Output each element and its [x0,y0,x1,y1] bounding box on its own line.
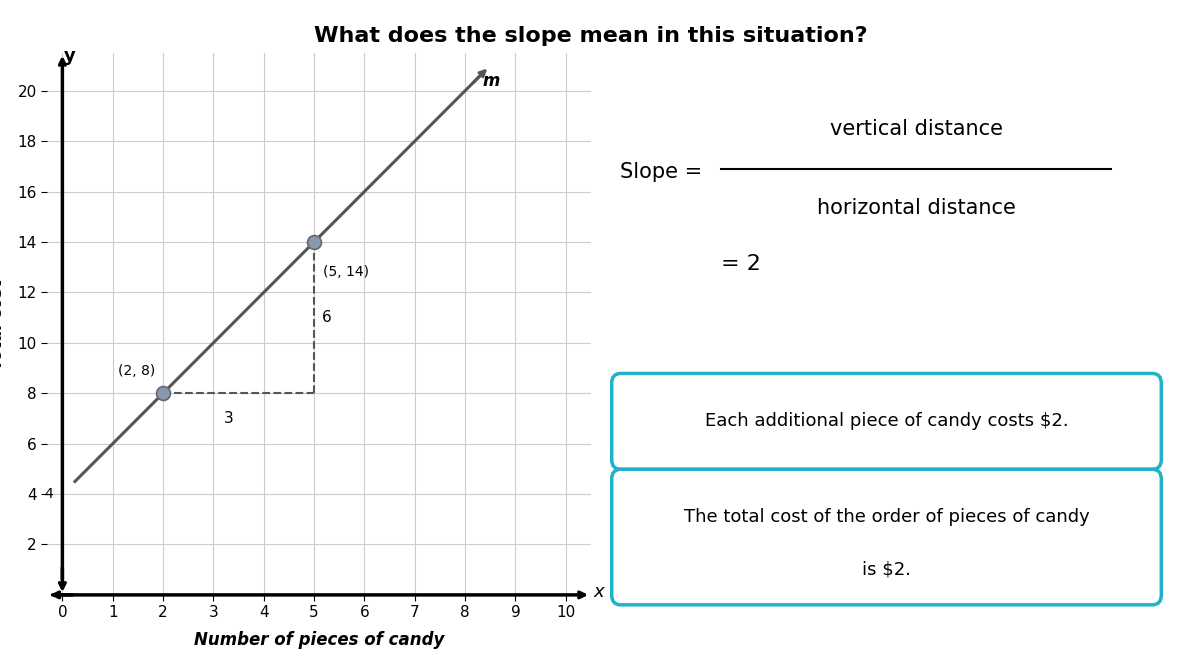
Text: (5, 14): (5, 14) [323,264,369,279]
Text: x: x [593,584,604,602]
Text: What does the slope mean in this situation?: What does the slope mean in this situati… [314,26,868,46]
FancyBboxPatch shape [612,373,1161,469]
Text: is $2.: is $2. [862,561,911,579]
Text: Slope =: Slope = [621,162,709,182]
Text: 3: 3 [223,411,233,426]
Text: Each additional piece of candy costs $2.: Each additional piece of candy costs $2. [704,412,1069,430]
Text: 4: 4 [45,487,53,501]
Text: The total cost of the order of pieces of candy: The total cost of the order of pieces of… [683,508,1090,526]
Y-axis label: Total cost: Total cost [0,279,6,369]
Text: = 2: = 2 [721,254,761,274]
Text: m: m [482,71,500,90]
Text: (2, 8): (2, 8) [118,364,156,378]
X-axis label: Number of pieces of candy: Number of pieces of candy [194,631,444,649]
FancyBboxPatch shape [612,469,1161,605]
Text: y: y [64,48,76,65]
Text: horizontal distance: horizontal distance [817,198,1015,218]
Text: 6: 6 [322,310,331,325]
Text: vertical distance: vertical distance [830,119,1002,139]
